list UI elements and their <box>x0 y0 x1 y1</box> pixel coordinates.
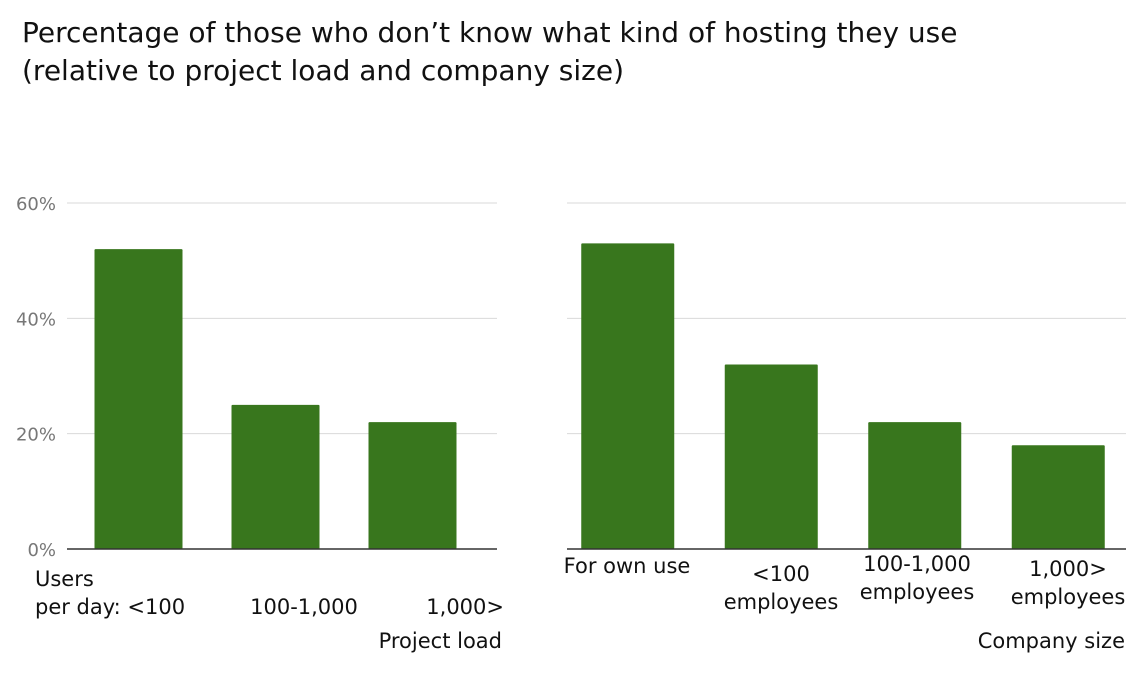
y-tick-label: 40% <box>16 309 56 330</box>
bar <box>724 364 818 549</box>
x-axis-title: Company size <box>978 629 1125 653</box>
bar <box>581 243 675 549</box>
chart-title-line-2: (relative to project load and company si… <box>22 54 625 87</box>
x-category-label: employees <box>724 590 839 614</box>
x-category-label: <100 <box>752 562 810 586</box>
x-category-label: employees <box>860 580 975 604</box>
y-tick-label: 60% <box>16 194 56 215</box>
x-category-label: employees <box>1011 585 1126 609</box>
chart-title: Percentage of those who don’t know what … <box>22 14 957 90</box>
bar <box>868 422 962 549</box>
x-category-label: 100-1,000 <box>250 595 358 619</box>
y-tick-label: 20% <box>16 425 56 446</box>
y-tick-label: 0% <box>27 540 56 561</box>
bar <box>231 404 320 549</box>
x-category-label: 1,000> <box>426 595 504 619</box>
x-category-label: per day: <100 <box>35 595 185 619</box>
x-category-label: For own use <box>564 554 691 578</box>
x-axis-title: Project load <box>379 629 502 653</box>
x-category-label: Users <box>35 567 94 591</box>
x-category-label: 1,000> <box>1029 557 1107 581</box>
bar <box>368 422 457 549</box>
bar <box>1011 445 1105 549</box>
bar <box>94 249 183 549</box>
chart-title-line-1: Percentage of those who don’t know what … <box>22 16 958 49</box>
x-category-label: 100-1,000 <box>863 552 971 576</box>
